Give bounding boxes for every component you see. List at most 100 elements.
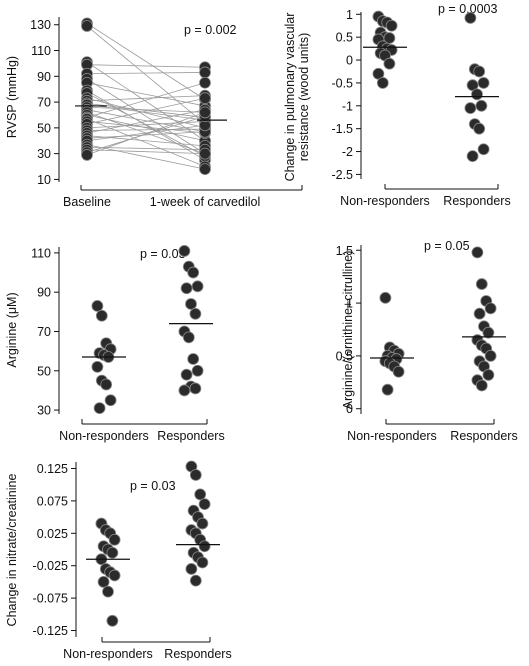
y-axis-label: Arginine (μM) <box>5 292 19 367</box>
data-point <box>91 300 104 312</box>
y-tick-label: 110 <box>31 44 51 58</box>
chart-pvr: 1 0.5 0 -0.5 -1 -1.5 -2 -2.5 Change in pulmonary… <box>283 2 511 208</box>
y-tick-label: 0 <box>346 54 353 68</box>
data-point <box>392 365 405 378</box>
x-category-label: Responders <box>164 647 231 661</box>
x-category-label: Responders <box>157 429 224 443</box>
y-tick-label: 0 <box>346 402 353 416</box>
pair-line <box>86 114 206 142</box>
x-category-label: Baseline <box>63 195 111 209</box>
pair-line <box>86 106 206 113</box>
data-point <box>189 382 202 395</box>
data-point <box>187 266 200 279</box>
y-tick-label: 110 <box>31 246 51 260</box>
y-axis-label-line: resistance (wood units) <box>297 33 311 162</box>
data-point <box>189 307 202 320</box>
data-point <box>376 77 389 89</box>
x-category-label: Responders <box>443 194 510 208</box>
pair-line <box>86 109 206 134</box>
data-point <box>464 102 477 114</box>
pair-line <box>86 149 206 155</box>
pair-line <box>86 121 206 134</box>
y-tick-label: 10 <box>37 173 51 187</box>
data-point <box>471 88 483 101</box>
data-point <box>81 149 93 161</box>
y-tick-label: 0.025 <box>37 527 68 541</box>
data-point <box>178 384 191 397</box>
data-point <box>198 498 211 511</box>
pair-line <box>86 82 206 107</box>
data-point <box>196 556 209 569</box>
y-axis-label: Change in nitrate/creatinine <box>5 474 19 627</box>
data-point <box>180 282 193 295</box>
y-tick-label: 130 <box>30 18 51 32</box>
pair-line <box>86 144 206 170</box>
data-point <box>91 360 104 373</box>
pair-line <box>86 97 206 129</box>
data-point <box>482 369 495 381</box>
data-point <box>199 147 211 160</box>
y-tick-label: -0.125 <box>33 624 68 638</box>
y-tick-label: -0.025 <box>33 559 68 573</box>
y-tick-label: 70 <box>37 325 51 339</box>
data-point <box>466 150 479 163</box>
p-value-label: p = 0.0003 <box>438 2 497 16</box>
y-tick-label: -1 <box>342 99 353 113</box>
y-tick-label: 70 <box>37 96 51 110</box>
chart-arginine: 30 50 70 90 110 Arginine (μM) Non-responders Re… <box>5 245 225 443</box>
y-tick-label: 0.5 <box>336 31 353 45</box>
y-tick-label: -1.5 <box>331 122 353 136</box>
y-tick-label: 0.075 <box>37 494 68 508</box>
y-tick-label: 1 <box>346 8 353 22</box>
pair-line <box>86 104 206 121</box>
x-category-label: Non-responders <box>347 429 437 443</box>
data-point <box>104 394 117 407</box>
data-point <box>191 364 204 377</box>
data-point <box>473 307 486 320</box>
pair-line <box>86 115 206 153</box>
data-point <box>189 574 202 587</box>
y-axis-label: RVSP (mmHg) <box>5 56 19 138</box>
y-tick-label: -2 <box>342 145 353 159</box>
pair-line <box>86 72 206 75</box>
data-point <box>473 65 486 78</box>
data-point <box>178 245 191 257</box>
data-point <box>191 280 204 293</box>
data-point <box>185 298 197 310</box>
pair-line <box>86 112 206 156</box>
data-point <box>185 563 198 575</box>
y-tick-label: 30 <box>37 147 51 161</box>
pair-line <box>86 82 206 118</box>
data-point <box>199 66 211 79</box>
y-tick-label: 1.5 <box>336 244 353 258</box>
data-point <box>464 12 477 24</box>
data-point <box>102 585 114 598</box>
p-value-label: p = 0.03 <box>130 479 176 493</box>
pair-line <box>86 131 206 139</box>
data-point <box>199 76 211 89</box>
x-category-label: Non-responders <box>340 194 430 208</box>
data-point <box>81 20 93 32</box>
data-point <box>475 379 488 392</box>
data-point <box>379 291 392 304</box>
pair-line <box>86 97 206 125</box>
data-point <box>475 99 488 112</box>
pair-line <box>86 124 206 142</box>
data-point <box>97 576 110 588</box>
y-tick-label: 90 <box>37 286 51 300</box>
data-point <box>473 122 486 135</box>
x-category-label: 1-week of carvedilol <box>150 195 260 209</box>
data-point <box>199 92 211 105</box>
y-tick-label: 0.5 <box>336 349 353 363</box>
y-tick-label: 50 <box>37 364 51 378</box>
x-category-label: Responders <box>450 429 517 443</box>
data-point <box>199 106 211 119</box>
chart-nitrate: 0.125 0.075 0.025 -0.025 -0.075 -0.125 Change … <box>5 460 232 661</box>
data-point <box>100 378 113 391</box>
data-point <box>484 302 497 315</box>
pair-line <box>86 64 206 68</box>
data-point <box>482 326 495 339</box>
data-point <box>95 309 108 322</box>
y-tick-label: 1 <box>346 297 353 311</box>
